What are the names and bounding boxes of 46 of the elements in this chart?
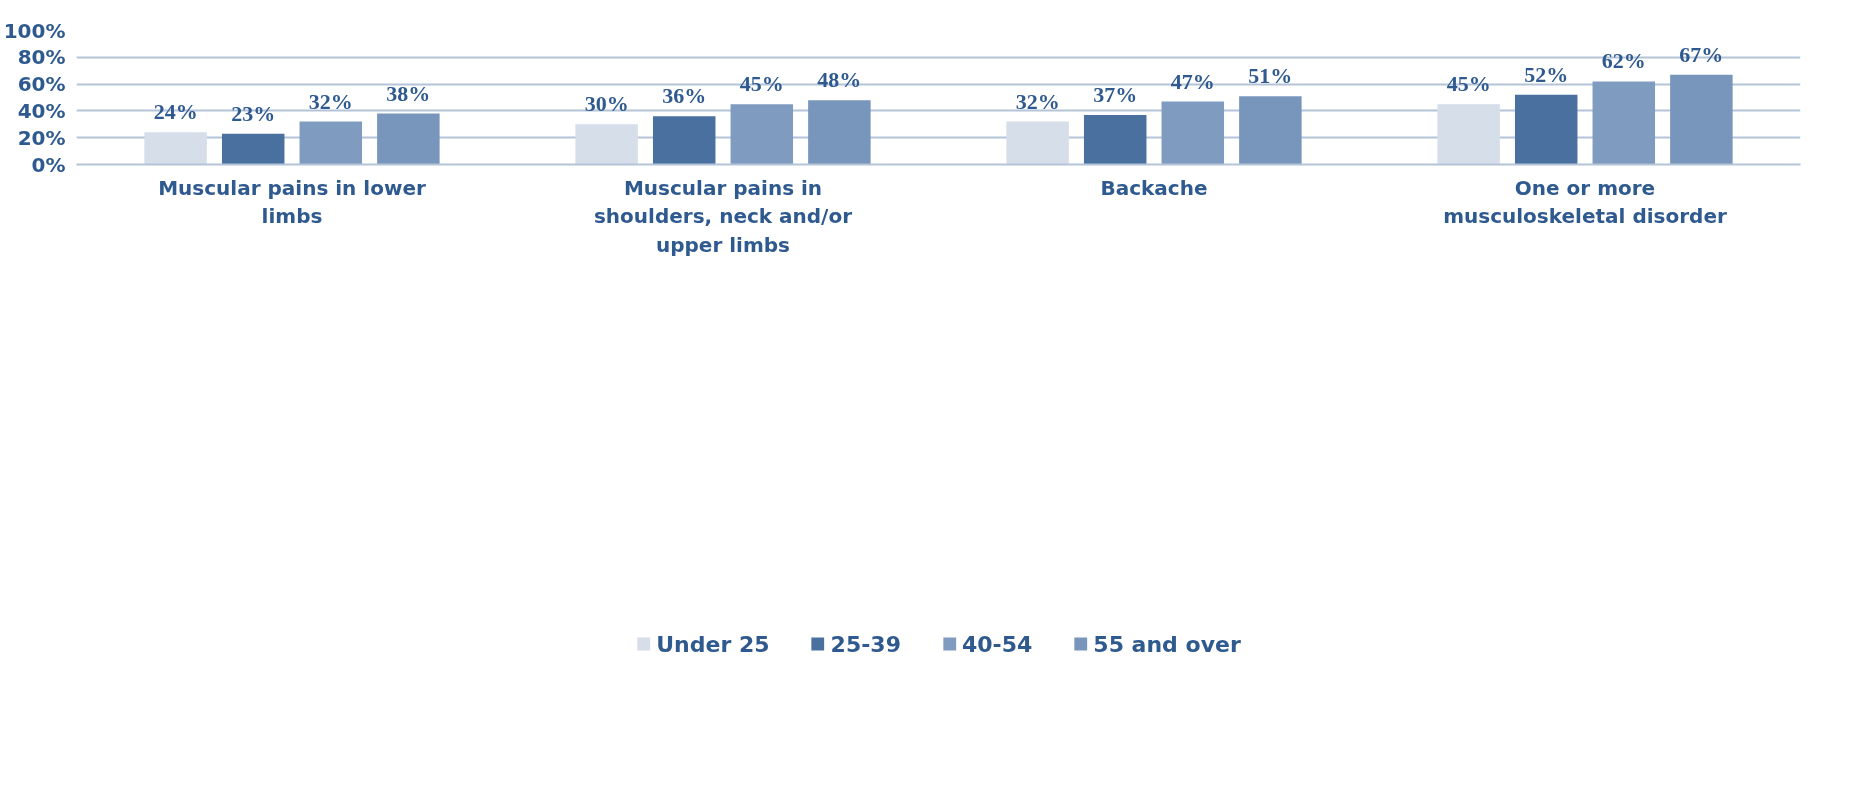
y-tick-label: 60% xyxy=(17,72,66,97)
data-label: 36% xyxy=(662,83,707,109)
legend-label: 40-54 xyxy=(961,631,1033,657)
bar xyxy=(299,121,363,165)
data-label: 30% xyxy=(584,91,629,117)
x-tick-label: Muscular pains in lower limbs xyxy=(158,175,426,229)
data-label: 52% xyxy=(1524,61,1569,87)
bar xyxy=(575,124,638,165)
data-label: 32% xyxy=(308,88,353,114)
bar xyxy=(144,132,207,165)
bar xyxy=(1670,74,1733,165)
bar xyxy=(1437,104,1500,165)
y-tick-label: 20% xyxy=(17,125,66,150)
x-tick-label: One or more musculoskeletal disorder xyxy=(1443,175,1727,229)
bar xyxy=(1083,114,1147,165)
x-tick-label: Backache xyxy=(1100,175,1208,200)
bar xyxy=(1592,81,1656,165)
data-label: 37% xyxy=(1093,81,1138,107)
bar xyxy=(730,104,794,165)
data-label: 38% xyxy=(386,80,431,106)
y-tick-label: 100% xyxy=(3,18,66,43)
bar xyxy=(652,116,716,165)
bar xyxy=(1514,94,1578,165)
legend-label: 55 and over xyxy=(1093,631,1241,657)
legend-label: 25-39 xyxy=(830,631,901,657)
bar xyxy=(1161,101,1225,165)
bar xyxy=(808,100,871,165)
data-label: 45% xyxy=(1446,71,1491,97)
bar xyxy=(1006,121,1069,165)
x-tick-label: Muscular pains in shoulders, neck and/or upper limbs xyxy=(593,175,853,258)
y-tick-label: 80% xyxy=(17,45,66,70)
data-label: 51% xyxy=(1248,63,1293,89)
bar xyxy=(1239,96,1302,165)
data-label: 24% xyxy=(153,99,198,125)
y-tick-label: 40% xyxy=(17,98,66,123)
y-tick-label: 0% xyxy=(31,152,66,177)
data-label: 48% xyxy=(817,67,862,93)
data-label: 45% xyxy=(739,71,784,97)
data-label: 32% xyxy=(1015,88,1060,114)
bar xyxy=(377,113,440,165)
data-label: 47% xyxy=(1170,68,1215,94)
data-label: 62% xyxy=(1601,48,1646,74)
legend-label: Under 25 xyxy=(656,631,770,657)
bar xyxy=(221,133,285,165)
data-label: 67% xyxy=(1679,41,1724,67)
data-label: 23% xyxy=(231,100,276,126)
